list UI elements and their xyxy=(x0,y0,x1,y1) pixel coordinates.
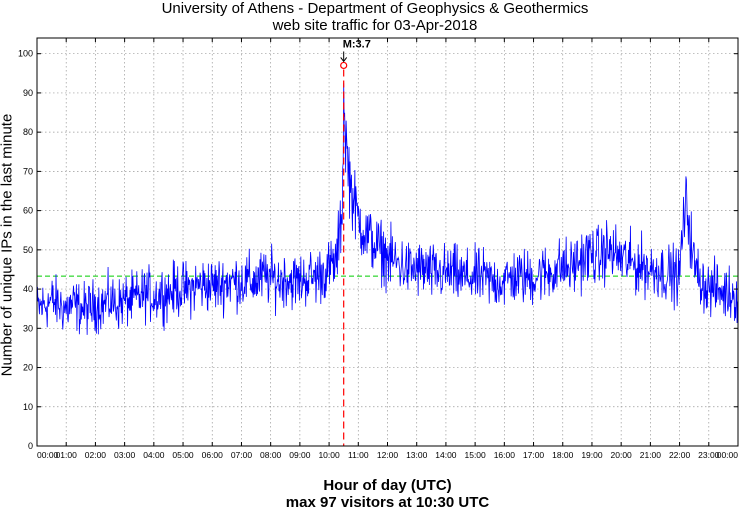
y-tick-label: 30 xyxy=(23,323,33,333)
x-tick-label: 20:00 xyxy=(611,450,633,460)
x-tick-label: 08:00 xyxy=(260,450,282,460)
x-tick-label: 09:00 xyxy=(289,450,311,460)
x-tick-label: 11:00 xyxy=(348,450,369,460)
y-tick-label: 0 xyxy=(28,441,33,451)
event-label: M:3.7 xyxy=(343,38,371,50)
x-tick-label: 14:00 xyxy=(435,450,457,460)
x-tick-label: 19:00 xyxy=(581,450,603,460)
x-tick-label: 22:00 xyxy=(669,450,691,460)
event-arrow-head xyxy=(340,57,348,63)
x-tick-label: 12:00 xyxy=(377,450,399,460)
x-tick-label: 16:00 xyxy=(494,450,516,460)
x-tick-label: 18:00 xyxy=(552,450,574,460)
x-tick-label: 10:00 xyxy=(318,450,340,460)
y-tick-label: 40 xyxy=(23,284,33,294)
x-tick-label: 13:00 xyxy=(406,450,428,460)
y-tick-label: 20 xyxy=(23,363,33,373)
chart-title: University of Athens - Department of Geo… xyxy=(161,0,589,17)
y-tick-label: 80 xyxy=(23,127,33,137)
x-tick-label: 04:00 xyxy=(143,450,165,460)
x-tick-label: 15:00 xyxy=(464,450,486,460)
y-tick-label: 90 xyxy=(23,88,33,98)
x-tick-label: 23:00 xyxy=(698,450,720,460)
x-tick-label: 00:00 xyxy=(717,450,739,460)
y-tick-label: 50 xyxy=(23,245,33,255)
y-tick-label: 10 xyxy=(23,402,33,412)
x-tick-label: 06:00 xyxy=(202,450,224,460)
x-tick-label: 21:00 xyxy=(640,450,662,460)
x-tick-label: 00:00 xyxy=(37,450,59,460)
x-tick-label: 07:00 xyxy=(231,450,253,460)
x-tick-label: 02:00 xyxy=(85,450,107,460)
chart-subtitle: web site traffic for 03-Apr-2018 xyxy=(272,17,478,34)
y-tick-label: 100 xyxy=(18,49,33,59)
event-max-marker xyxy=(340,61,348,70)
footer-max-visitors: max 97 visitors at 10:30 UTC xyxy=(285,494,490,511)
x-tick-label: 05:00 xyxy=(172,450,194,460)
series-line-visitors xyxy=(36,83,739,335)
x-axis-label: Hour of day (UTC) xyxy=(323,477,452,494)
x-tick-label: 03:00 xyxy=(114,450,136,460)
y-tick-label: 70 xyxy=(23,166,33,176)
x-tick-label: 01:00 xyxy=(56,450,78,460)
y-tick-label: 60 xyxy=(23,206,33,216)
x-tick-label: 17:00 xyxy=(523,450,545,460)
